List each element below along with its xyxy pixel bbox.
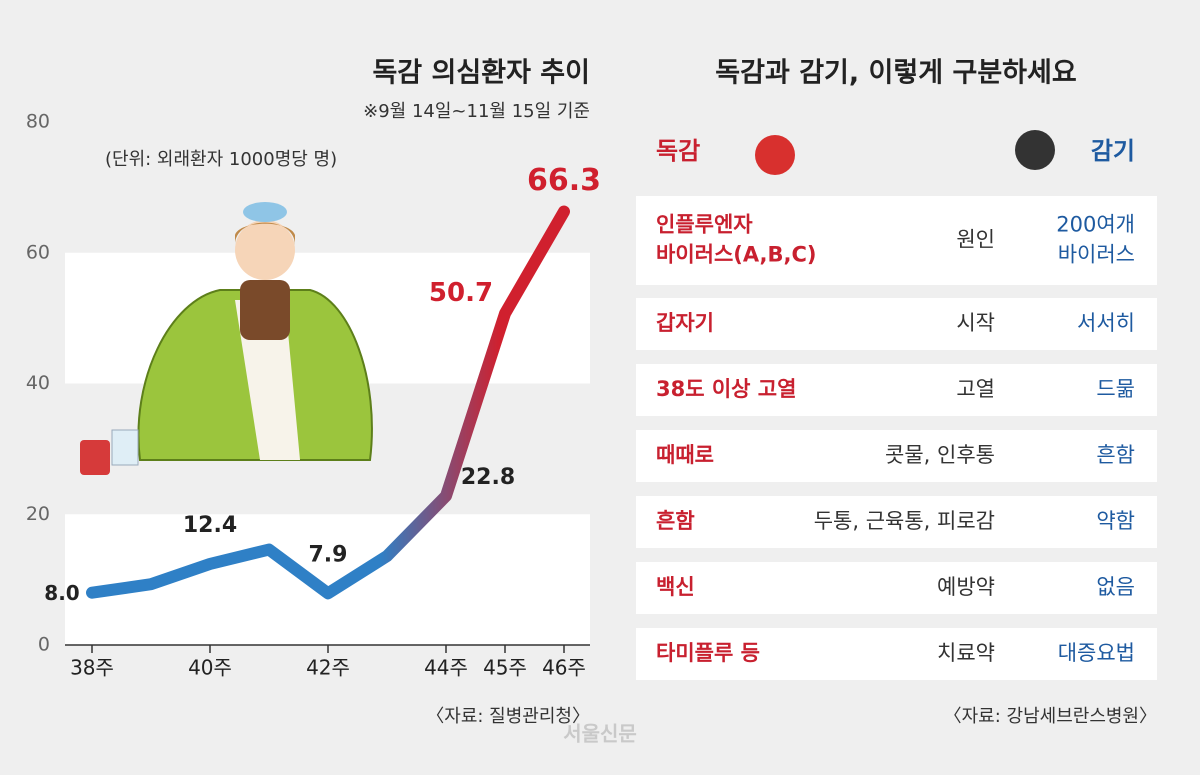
data-label: 7.9 (309, 542, 348, 567)
data-label: 12.4 (183, 513, 237, 538)
table-row (636, 298, 1157, 350)
x-tick-label: 40주 (188, 656, 232, 680)
cell-flu: 흔함 (656, 509, 695, 533)
cell-aspect: 원인 (956, 228, 995, 252)
cell-cold: 흔함 (1096, 443, 1135, 467)
cold-header: 감기 (1091, 137, 1135, 165)
data-label: 66.3 (527, 163, 601, 198)
flu-virus-icon (755, 135, 795, 175)
table-title: 독감과 감기, 이렇게 구분하세요 (715, 58, 1076, 89)
cell-cold: 없음 (1096, 575, 1135, 599)
y-tick-label: 40 (26, 372, 50, 394)
y-tick-label: 60 (26, 241, 50, 263)
y-tick-label: 80 (26, 111, 50, 133)
cell-aspect: 치료약 (937, 641, 995, 665)
table-row (636, 430, 1157, 482)
cell-aspect: 콧물, 인후통 (885, 443, 995, 467)
x-tick-label: 44주 (424, 656, 468, 680)
data-line (86, 205, 570, 600)
table-row (636, 562, 1157, 614)
y-tick-label: 20 (26, 503, 50, 525)
table-source: 〈자료: 강남세브란스병원〉 (944, 706, 1157, 727)
cell-flu: 때때로 (656, 443, 714, 467)
table-row (636, 496, 1157, 548)
table-row (636, 628, 1157, 680)
watermark: 서울신문 (563, 722, 637, 746)
cell-cold: 대증요법 (1058, 641, 1135, 665)
x-tick-label: 38주 (70, 656, 114, 680)
cell-cold: 약함 (1096, 509, 1135, 533)
cell-aspect: 예방약 (937, 575, 995, 599)
cell-flu: 갑자기 (656, 311, 714, 335)
cell-cold: 200여개 (1056, 213, 1135, 237)
cell-flu: 인플루엔자 (656, 213, 753, 237)
data-label: 50.7 (429, 278, 493, 308)
x-tick-label: 46주 (542, 656, 586, 680)
cell-aspect: 두통, 근육통, 피로감 (814, 509, 995, 533)
cell-flu: 바이러스(A,B,C) (656, 243, 817, 267)
data-label: 8.0 (44, 581, 79, 605)
cell-flu: 38도 이상 고열 (656, 377, 796, 401)
cell-flu: 타미플루 등 (656, 641, 760, 665)
sick-person-illustration (80, 202, 373, 475)
chart-source: 〈자료: 질병관리청〉 (426, 706, 590, 727)
x-tick-label: 42주 (306, 656, 350, 680)
data-label: 22.8 (461, 465, 515, 490)
table-row (636, 196, 1157, 285)
y-tick-label: 0 (38, 634, 50, 656)
x-tick-label: 45주 (483, 656, 527, 680)
cold-virus-icon (1015, 130, 1055, 170)
cell-cold: 드묾 (1096, 377, 1135, 401)
cell-flu: 백신 (656, 575, 695, 599)
chart-title: 독감 의심환자 추이 (372, 58, 590, 89)
flu-header: 독감 (656, 137, 700, 165)
chart-subtitle: ※9월 14일~11월 15일 기준 (363, 101, 590, 122)
unit-note: (단위: 외래환자 1000명당 명) (105, 149, 337, 170)
cell-aspect: 고열 (956, 377, 995, 401)
cell-cold: 서서히 (1077, 311, 1135, 335)
table-row (636, 364, 1157, 416)
cell-cold: 바이러스 (1058, 243, 1135, 267)
cell-aspect: 시작 (956, 311, 995, 335)
